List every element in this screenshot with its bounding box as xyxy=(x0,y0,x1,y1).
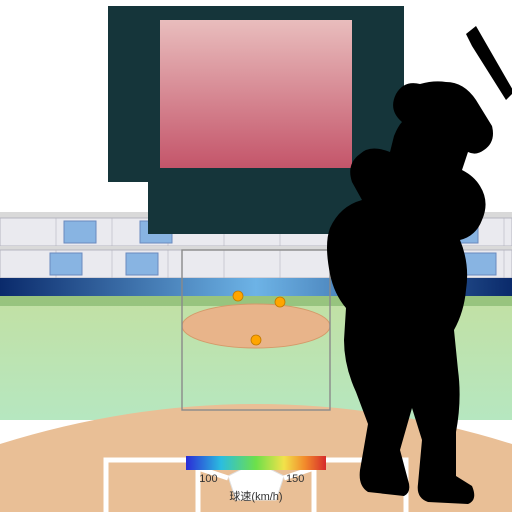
stands-window xyxy=(50,253,82,275)
pitch-marker xyxy=(233,291,243,301)
scoreboard-screen xyxy=(160,20,352,168)
velocity-legend-title: 球速(km/h) xyxy=(229,489,282,503)
pitch-marker xyxy=(275,297,285,307)
pitch-marker xyxy=(251,335,261,345)
velocity-legend-bar xyxy=(186,456,326,470)
velocity-legend-tick: 150 xyxy=(286,473,304,485)
stands-window xyxy=(64,221,96,243)
stands-window xyxy=(464,253,496,275)
pitch-location-chart: 100 150 球速(km/h) xyxy=(0,0,512,512)
velocity-legend-tick: 100 xyxy=(199,473,217,485)
stands-window xyxy=(126,253,158,275)
